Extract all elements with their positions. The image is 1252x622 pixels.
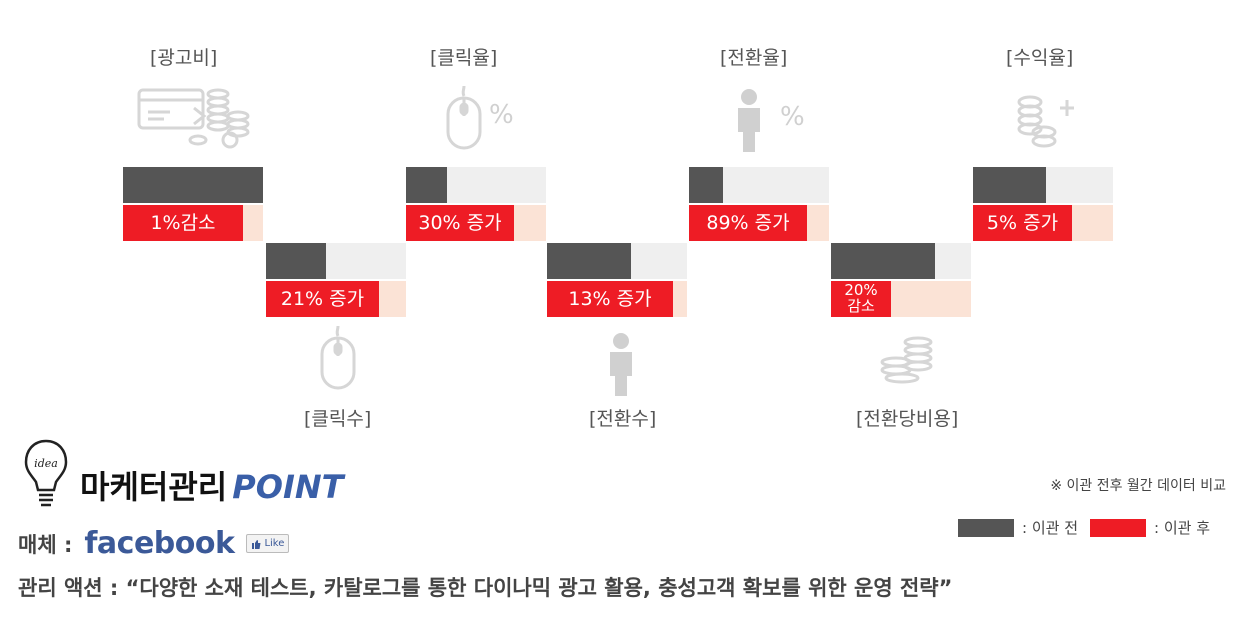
- bar-before: [406, 167, 447, 203]
- metric-label-clicks: [클릭수]: [304, 408, 372, 430]
- media-label: 매체 :: [18, 532, 73, 557]
- media-row: 매체 : facebook Like: [18, 526, 290, 561]
- metric-label-ad-cost: [광고비]: [150, 47, 218, 69]
- bar-before: [831, 243, 935, 279]
- change-label: 20% 감소: [844, 281, 878, 315]
- brand-point: POINT: [232, 468, 344, 506]
- coin-stack-icon: [880, 336, 933, 384]
- bar-before-row: [831, 243, 971, 279]
- lightbulb-idea-icon: idea: [24, 439, 68, 507]
- bar-after: [266, 281, 379, 317]
- bar-after-row: 20% 감소: [831, 281, 971, 317]
- bar-after: [406, 205, 514, 241]
- credit-card-coins-icon: [137, 88, 250, 149]
- legend-swatch-before: [958, 518, 1014, 537]
- change-label: 89% 증가: [706, 211, 790, 234]
- management-action: 관리 액션 : “다양한 소재 테스트, 카탈로그를 통한 다이나믹 광고 활용…: [18, 576, 953, 600]
- facebook-logo: facebook: [84, 526, 235, 561]
- bar-after: [831, 281, 891, 317]
- bar-before: [123, 167, 263, 203]
- bar-before: [266, 243, 326, 279]
- metric-label-roas: [수익율]: [1006, 47, 1074, 69]
- bar-after-row: 30% 증가: [406, 205, 546, 241]
- legend-swatch-after: [1090, 518, 1146, 537]
- mouse-icon: [320, 325, 356, 390]
- change-label: 1%감소: [150, 211, 216, 234]
- metric-label-conversion-rate: [전환율]: [720, 47, 788, 69]
- bar-before-row: [123, 167, 263, 203]
- bar-before-row: [689, 167, 829, 203]
- bar-before-row: [973, 167, 1113, 203]
- like-label: Like: [264, 538, 285, 549]
- legend-label-after: : 이관 후: [1154, 519, 1210, 537]
- legend: : 이관 전 : 이관 후: [958, 517, 1210, 538]
- bar-before-row: [547, 243, 687, 279]
- bar-after-row: 1%감소: [123, 205, 263, 241]
- metric-label-click-rate: [클릭율]: [430, 47, 498, 69]
- mouse-icon: [446, 85, 482, 150]
- bar-before: [973, 167, 1046, 203]
- person-icon: [738, 89, 760, 152]
- metric-label-cost-per-conversion: [전환당비용]: [856, 408, 959, 430]
- bar-before-row: [406, 167, 546, 203]
- bar-after-row: 21% 증가: [266, 281, 406, 317]
- percent-symbol-conversion-rate: %: [780, 102, 805, 132]
- bar-before-row: [266, 243, 406, 279]
- percent-symbol-click-rate: %: [489, 100, 514, 130]
- change-label: 30% 증가: [418, 211, 502, 234]
- change-label: 21% 증가: [280, 287, 365, 310]
- bar-after-row: 89% 증가: [689, 205, 829, 241]
- person-icon: [610, 333, 632, 396]
- change-label: 5% 증가: [986, 211, 1059, 234]
- bar-before: [547, 243, 631, 279]
- thumbs-up-icon: [252, 539, 261, 549]
- bar-after: [973, 205, 1072, 241]
- bar-before: [689, 167, 723, 203]
- bar-after-row: 5% 증가: [973, 205, 1113, 241]
- data-comparison-note: ※ 이관 전후 월간 데이터 비교: [1050, 478, 1226, 494]
- coins-plus-icon: [1017, 95, 1074, 148]
- legend-label-before: : 이관 전: [1022, 519, 1078, 537]
- brand-title: 마케터관리: [80, 468, 228, 506]
- bar-after-row: 13% 증가: [547, 281, 687, 317]
- brand-heading: 마케터관리 POINT: [80, 462, 343, 508]
- like-button[interactable]: Like: [246, 534, 290, 553]
- change-label: 13% 증가: [568, 287, 652, 310]
- bar-after: [547, 281, 673, 317]
- metric-label-conversions: [전환수]: [589, 408, 657, 430]
- bar-after: [123, 205, 243, 241]
- bar-after: [689, 205, 807, 241]
- svg-text:idea: idea: [34, 457, 58, 470]
